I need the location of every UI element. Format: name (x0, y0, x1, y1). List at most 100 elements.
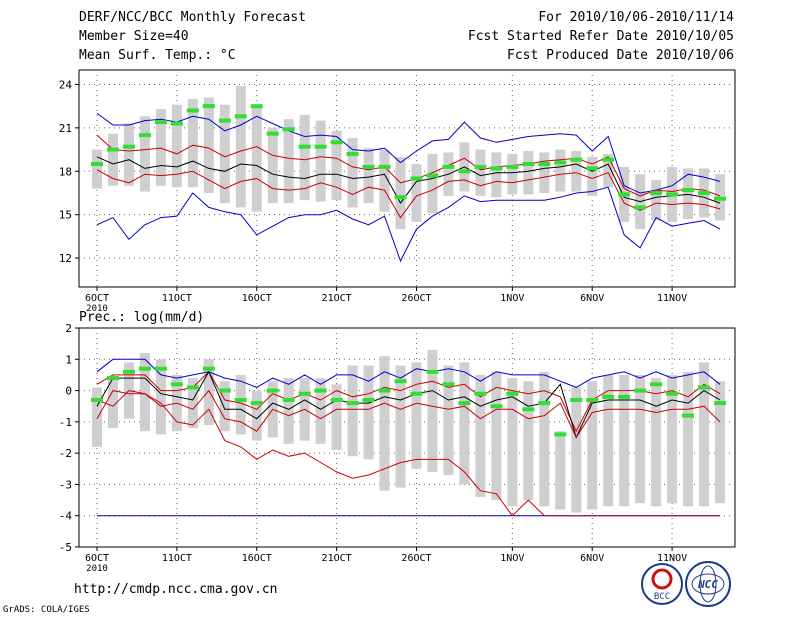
temp-spread-box (651, 179, 662, 221)
prec-observed-marker (218, 388, 231, 393)
chart-title: DERF/NCC/BCC Monthly Forecast (79, 10, 306, 25)
prec-observed-marker (682, 413, 695, 418)
prec-spread-box (251, 390, 262, 441)
prec-spread-box (619, 374, 630, 507)
prec-observed-marker (698, 385, 711, 390)
temp-observed-marker (650, 190, 663, 195)
prec-xtick-label: 2010 (86, 564, 108, 574)
prec-xtick-label: 11NOV (657, 553, 687, 564)
temp-observed-marker (458, 169, 471, 174)
temp-ytick-label: 18 (59, 165, 72, 178)
prec-xtick-label: 21OCT (322, 553, 352, 564)
prec-spread-box (587, 381, 598, 510)
temp-xtick-label: 6NOV (580, 293, 604, 304)
temp-spread-box (555, 149, 566, 192)
prec-spread-box (683, 371, 694, 507)
prec-ytick-label: -4 (59, 510, 73, 523)
prec-spread-box (507, 378, 518, 507)
temp-series-max (96, 112, 721, 194)
temp-observed-marker (298, 144, 311, 149)
prec-ytick-label: 2 (65, 322, 72, 335)
temp-spread-box (139, 116, 150, 192)
prec-observed-marker (618, 394, 631, 399)
temp-observed-marker (634, 205, 647, 210)
prec-spread-box (395, 365, 406, 488)
temp-observed-marker (266, 131, 279, 136)
temp-observed-marker (570, 157, 583, 162)
prec-observed-marker (426, 369, 439, 374)
prec-observed-marker (650, 382, 663, 387)
bcc-logo-text: BCC (654, 592, 670, 602)
prec-observed-marker (91, 397, 103, 402)
temp-series-lower (96, 169, 721, 219)
prec-observed-marker (154, 366, 167, 371)
prec-spread-box (651, 378, 662, 507)
temp-observed-marker (250, 104, 263, 109)
temp-spread-box (123, 123, 134, 186)
prec-spread-box (699, 362, 710, 507)
temp-observed-marker (426, 173, 439, 178)
prec-spread-box (667, 374, 678, 504)
prec-ytick-label: -5 (59, 541, 72, 554)
grads-credit: GrADS: COLA/IGES (3, 605, 90, 615)
prec-spread-box (379, 356, 390, 491)
temp-observed-marker (586, 166, 599, 171)
temp-observed-marker (154, 120, 167, 125)
prec-spread-box (315, 378, 326, 444)
temp-spread-box (203, 97, 214, 193)
temp-observed-marker (362, 164, 375, 169)
temp-spread-box (603, 153, 614, 188)
temp-spread-box (219, 104, 230, 204)
prec-observed-marker (458, 401, 471, 406)
prec-observed-marker (554, 432, 567, 437)
prec-observed-marker (602, 394, 615, 399)
prec-xtick-label: 6NOV (580, 553, 604, 564)
prec-observed-marker (506, 391, 519, 396)
temp-spread-box (507, 153, 518, 195)
temp-spread-box (379, 149, 390, 212)
temp-spread-box (107, 133, 118, 186)
prec-spread-box (635, 374, 646, 504)
temp-spread-box (251, 107, 262, 212)
temp-observed-marker (394, 195, 407, 200)
temp-observed-marker (682, 188, 695, 193)
prec-spread-box (523, 381, 534, 501)
prec-spread-box (139, 353, 150, 432)
temp-spread-box (267, 127, 278, 204)
temp-observed-marker (330, 140, 343, 145)
prec-observed-marker (538, 401, 551, 406)
temp-spread-box (315, 120, 326, 202)
precip-panel-label: Prec.: log(mm/d) (79, 310, 205, 325)
temp-spread-box (235, 85, 246, 208)
prec-observed-marker (170, 382, 183, 387)
temp-observed-marker (666, 192, 679, 197)
prec-observed-marker (442, 382, 455, 387)
prec-observed-marker (266, 388, 279, 393)
temp-observed-marker (474, 164, 487, 169)
temp-spread-box (411, 164, 422, 222)
temp-xtick-label: 11OCT (162, 293, 192, 304)
prec-xtick-label: 11OCT (162, 553, 192, 564)
prec-observed-marker (394, 379, 407, 384)
temp-xtick-label: 21OCT (322, 293, 352, 304)
prec-spread-box (603, 374, 614, 507)
temp-ytick-label: 12 (59, 252, 72, 265)
prec-spread-box (107, 378, 118, 429)
temp-spread-box (395, 156, 406, 230)
prec-observed-marker (234, 397, 247, 402)
temp-spread-box (92, 149, 102, 189)
prec-observed-marker (634, 388, 647, 393)
prec-series-upper (96, 370, 721, 433)
temp-observed-marker (554, 160, 567, 165)
source-url[interactable]: http://cmdp.ncc.cma.gov.cn (74, 582, 278, 597)
prec-series-max (96, 358, 721, 388)
prec-xtick-label: 1NOV (500, 553, 524, 564)
prec-ytick-label: 0 (65, 385, 72, 398)
temp-spread-box (475, 149, 486, 196)
prec-observed-marker (474, 391, 487, 396)
temp-spread-box (363, 148, 374, 204)
temp-spread-box (155, 109, 166, 186)
prec-spread-box (411, 362, 422, 469)
temp-observed-marker (234, 114, 247, 119)
prec-observed-marker (346, 401, 359, 406)
